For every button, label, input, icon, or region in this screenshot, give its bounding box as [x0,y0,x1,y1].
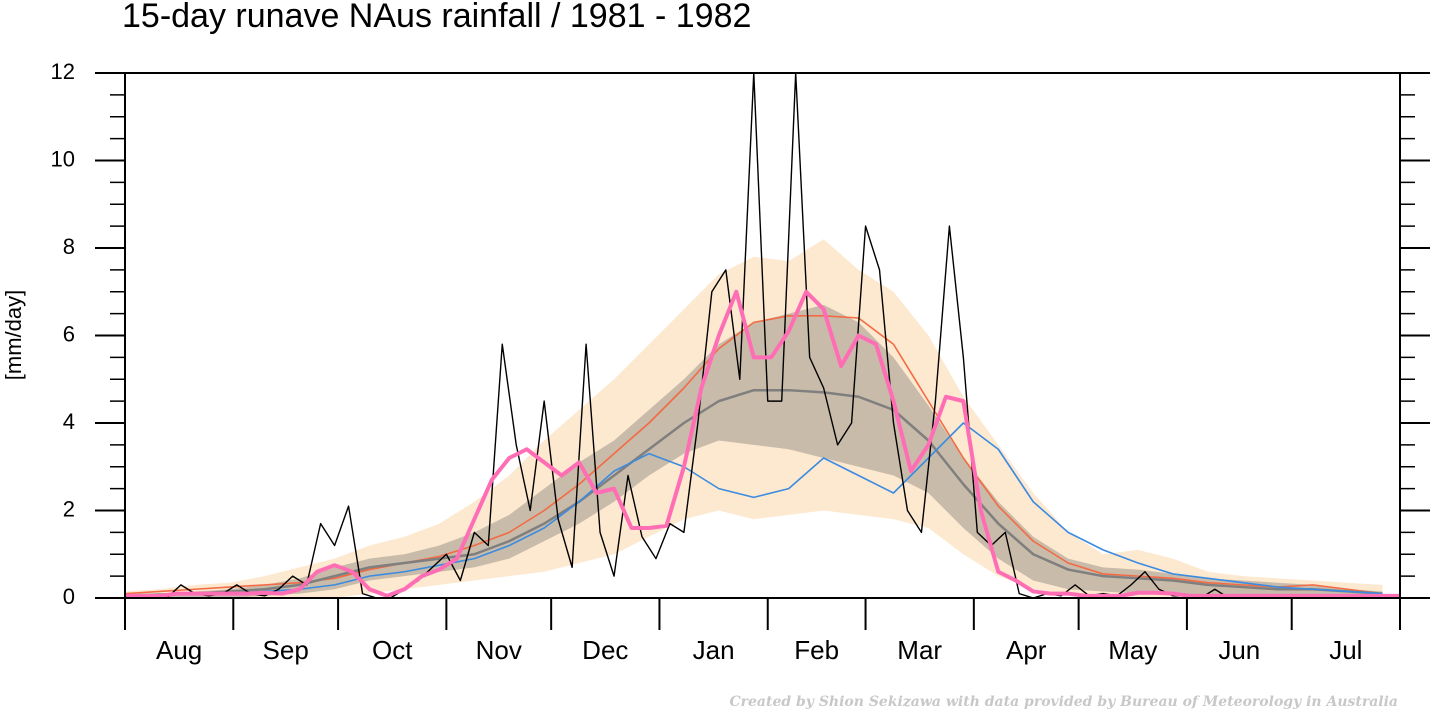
x-tick-label: Feb [794,635,839,665]
credit: Created by Shion Sekizawa with data prov… [729,694,1398,710]
chart-title: 15-day runave NAus rainfall / 1981 - 198… [122,0,751,35]
y-tick-label: 12 [51,59,75,84]
plot-area [125,73,1400,598]
y-tick-label: 8 [63,234,75,259]
y-tick-label: 0 [63,584,75,609]
x-tick-label: Jan [693,635,735,665]
x-tick-label: Oct [372,635,413,665]
x-tick-label: Dec [582,635,628,665]
band [125,304,1383,598]
series-line [125,422,1383,597]
series-line [125,388,1383,598]
series-line [125,289,1400,598]
y-tick-label: 2 [63,496,75,521]
series-line [125,315,1383,595]
x-tick-label: May [1108,635,1157,665]
y-axis-label: [mm/day] [1,290,26,380]
axes: 0 2 4 6 8 10 12 Aug Sep Oct Nov Dec Jan Feb Mar Apr May J… [51,59,1430,665]
x-tick-label: Mar [897,635,942,665]
x-tick-label: Jun [1218,635,1260,665]
x-tick-label: Aug [156,635,202,665]
x-tick-label: Apr [1006,635,1047,665]
y-tick-label: 4 [63,409,75,434]
x-tick-label: Jul [1329,635,1362,665]
x-tick-label: Nov [476,635,522,665]
y-tick-label: 6 [63,321,75,346]
y-tick-label: 10 [51,146,75,171]
x-tick-label: Sep [263,635,309,665]
